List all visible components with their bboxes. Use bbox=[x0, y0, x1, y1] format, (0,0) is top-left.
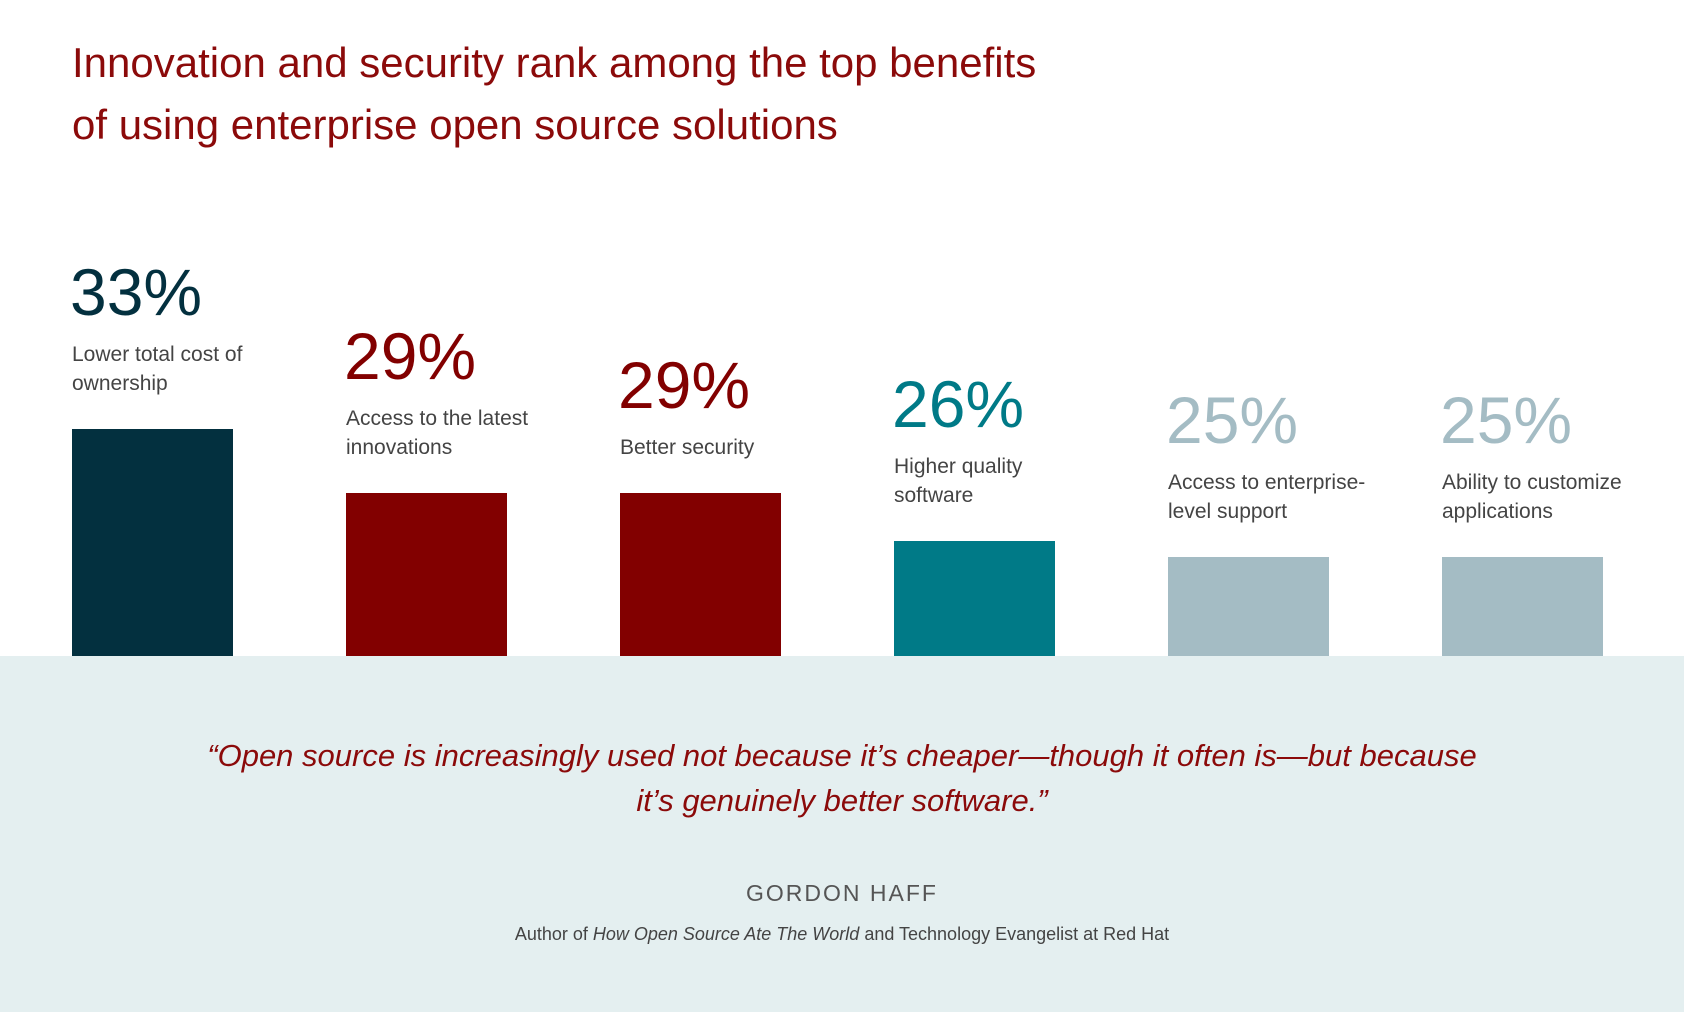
author-role-suffix: and Technology Evangelist at Red Hat bbox=[859, 924, 1170, 944]
category-label-lower-total-cost-of-ownership: Lower total cost of ownership bbox=[72, 340, 322, 398]
bar-higher-quality-software bbox=[894, 541, 1055, 656]
bar-access-to-enterprise-level-support bbox=[1168, 557, 1329, 656]
value-label-access-to-the-latest-innovations: 29% bbox=[344, 319, 477, 393]
category-label-line: innovations bbox=[346, 436, 453, 459]
author-role-prefix: Author of bbox=[514, 924, 593, 944]
bar-ability-to-customize-applications bbox=[1442, 557, 1603, 656]
bar-lower-total-cost-of-ownership bbox=[72, 429, 233, 656]
category-label-ability-to-customize-applications: Ability to customize applications bbox=[1442, 468, 1684, 526]
quote-author-name: GORDON HAFF bbox=[746, 880, 938, 906]
quote-line-1: “Open source is increasingly used not be… bbox=[207, 738, 1477, 773]
category-label-line: Better security bbox=[620, 436, 755, 459]
title-line-1: Innovation and security rank among the t… bbox=[72, 39, 1037, 86]
benefits-bar-chart: 33% Lower total cost of ownership 29% Access… bbox=[70, 255, 1684, 656]
quote-text: “Open source is increasingly used not be… bbox=[142, 733, 1542, 823]
category-label-line: Lower total cost of bbox=[72, 343, 243, 366]
category-label-line: Ability to customize bbox=[1442, 471, 1622, 494]
quote-author-role: Author of How Open Source Ate The World … bbox=[0, 924, 1684, 945]
category-label-line: applications bbox=[1442, 500, 1553, 523]
quote-line-2: it’s genuinely better software.” bbox=[636, 783, 1048, 818]
category-label-line: Higher quality bbox=[894, 455, 1023, 478]
category-label-higher-quality-software: Higher quality software bbox=[894, 452, 1144, 510]
value-label-access-to-enterprise-level-support: 25% bbox=[1166, 383, 1299, 457]
category-label-line: ownership bbox=[72, 372, 168, 395]
category-label-line: Access to enterprise- bbox=[1168, 471, 1366, 494]
category-label-line: software bbox=[894, 484, 974, 507]
value-label-higher-quality-software: 26% bbox=[892, 367, 1025, 441]
page-title: Innovation and security rank among the t… bbox=[72, 32, 1172, 156]
category-label-access-to-the-latest-innovations: Access to the latest innovations bbox=[346, 404, 596, 462]
category-label-line: Access to the latest bbox=[346, 407, 529, 430]
value-label-ability-to-customize-applications: 25% bbox=[1440, 383, 1573, 457]
category-label-line: level support bbox=[1168, 500, 1288, 523]
category-label-access-to-enterprise-level-support: Access to enterprise-level support bbox=[1168, 468, 1418, 526]
category-label-better-security: Better security bbox=[620, 433, 870, 462]
bar-better-security bbox=[620, 493, 781, 656]
author-book-title: How Open Source Ate The World bbox=[592, 924, 860, 944]
quote-panel: “Open source is increasingly used not be… bbox=[0, 656, 1684, 1012]
value-label-lower-total-cost-of-ownership: 33% bbox=[70, 255, 203, 329]
bar-access-to-the-latest-innovations bbox=[346, 493, 507, 656]
title-line-2: of using enterprise open source solution… bbox=[72, 101, 838, 148]
value-label-better-security: 29% bbox=[618, 348, 751, 422]
